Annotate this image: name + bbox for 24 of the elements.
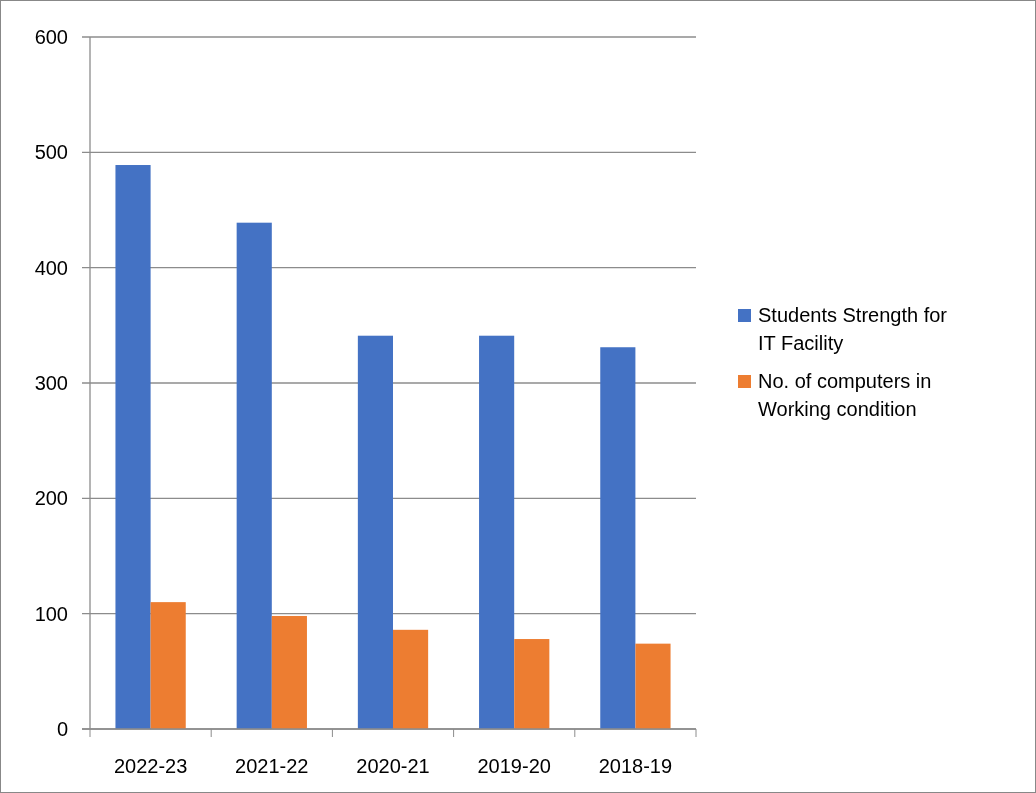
x-tick-label: 2022-23: [113, 755, 188, 777]
x-tick-label: 2020-21: [356, 755, 430, 777]
y-tick-label: 500: [34, 141, 68, 164]
bar: [357, 335, 393, 729]
x-tick-label: 2018-19: [598, 755, 673, 777]
y-tick-label: 400: [34, 256, 68, 279]
y-tick-label: 300: [34, 372, 68, 394]
x-tick-label: 2021-22: [235, 755, 309, 777]
x-tick-label: 2019-20: [477, 755, 551, 777]
bar: [115, 165, 151, 729]
bar: [514, 639, 550, 729]
bar: [236, 222, 272, 729]
legend-label: Students Strength for IT Facility: [758, 304, 948, 354]
bar: [150, 602, 186, 729]
y-tick-label: 0: [56, 718, 68, 740]
bar: [271, 615, 307, 729]
bar: [479, 335, 515, 729]
y-tick-label: 200: [34, 487, 68, 510]
y-tick-label: 100: [34, 602, 68, 625]
legend-label: No. of computers in Working condition: [758, 370, 932, 420]
y-tick-label: 600: [34, 26, 68, 48]
bar: [600, 347, 636, 729]
bar: [393, 629, 429, 729]
bar: [635, 643, 671, 729]
